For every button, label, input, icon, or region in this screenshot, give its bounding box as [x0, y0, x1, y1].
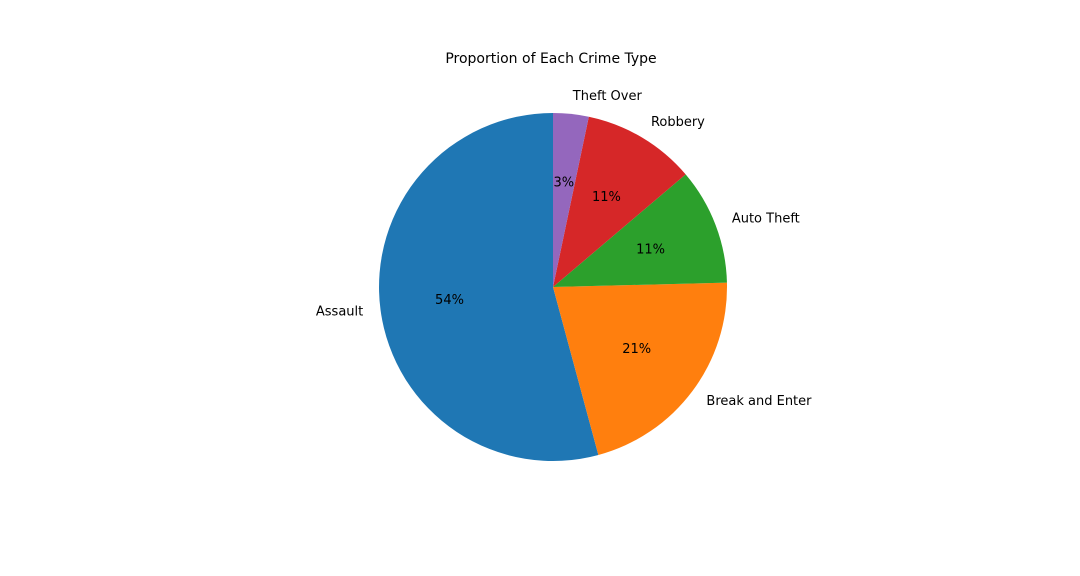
percent-label-robbery: 11% — [592, 190, 621, 205]
slice-label-break-and-enter: Break and Enter — [706, 394, 812, 409]
pie-slice-auto-theft — [553, 174, 727, 287]
pie-slice-break-and-enter — [553, 282, 728, 455]
pie-slice-robbery — [553, 116, 686, 287]
chart-title: Proportion of Each Crime Type — [445, 51, 656, 67]
pie-slice-theft-over — [553, 113, 589, 287]
pie-slice-assault — [379, 113, 599, 462]
percent-label-auto-theft: 11% — [636, 242, 665, 257]
percent-label-assault: 54% — [435, 293, 464, 308]
slice-label-auto-theft: Auto Theft — [732, 211, 800, 226]
percent-label-theft-over: 3% — [553, 176, 574, 191]
pie-labels: Assault 54% Break and Enter 21% Auto Theft 11… — [316, 89, 812, 409]
percent-label-break-and-enter: 21% — [622, 342, 651, 357]
pie-slices — [379, 113, 728, 462]
slice-label-assault: Assault — [316, 305, 363, 320]
slice-label-robbery: Robbery — [651, 115, 705, 130]
slice-label-theft-over: Theft Over — [572, 89, 643, 104]
